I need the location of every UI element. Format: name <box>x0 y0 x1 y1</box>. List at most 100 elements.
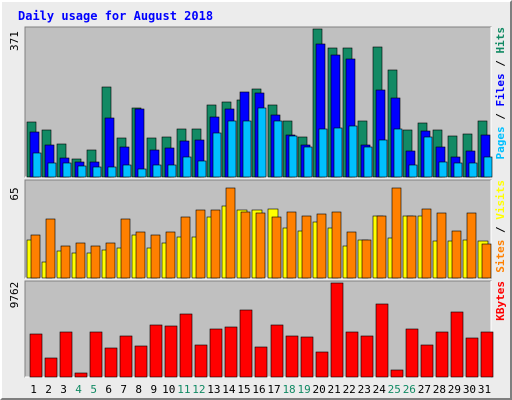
x-tick-label-5: 5 <box>90 383 97 396</box>
bar-sites-day-28 <box>436 212 447 279</box>
bar-pages-day-29 <box>453 162 463 178</box>
bar-pages-day-25 <box>393 128 403 178</box>
legend-sites: Sites <box>494 240 507 273</box>
legend-separator: / <box>494 107 507 127</box>
x-tick-label-18: 18 <box>282 383 295 396</box>
bar-sites-day-19 <box>301 215 312 279</box>
bar-sites-day-25 <box>391 187 402 279</box>
bar-sites-day-12 <box>195 209 206 279</box>
bar-sites-day-1 <box>30 234 41 279</box>
x-tick-label-30: 30 <box>463 383 476 396</box>
bar-pages-day-10 <box>167 164 177 178</box>
bar-pages-day-21 <box>333 127 343 178</box>
bar-sites-day-30 <box>466 212 477 279</box>
bar-kbytes-day-21 <box>330 282 344 378</box>
x-tick-label-29: 29 <box>448 383 461 396</box>
bar-kbytes-day-14 <box>224 326 238 378</box>
bar-kbytes-day-10 <box>164 325 178 378</box>
bar-sites-day-16 <box>255 212 266 279</box>
x-tick-label-25: 25 <box>388 383 401 396</box>
bar-sites-day-14 <box>225 187 236 279</box>
chart-title: Daily usage for August 2018 <box>18 9 213 23</box>
x-tick-label-7: 7 <box>120 383 127 396</box>
x-tick-label-11: 11 <box>177 383 190 396</box>
panel-top: 371 Pages / Files / Hits <box>8 26 507 178</box>
bar-kbytes-day-23 <box>360 335 374 378</box>
x-tick-label-28: 28 <box>433 383 446 396</box>
bar-pages-day-11 <box>182 156 192 178</box>
bar-pages-day-8 <box>137 168 147 178</box>
legend-separator: / <box>494 220 507 240</box>
bar-sites-day-26 <box>406 215 417 279</box>
bar-pages-day-15 <box>242 120 252 178</box>
x-tick-label-27: 27 <box>418 383 431 396</box>
legend-visits: Visits <box>494 180 507 220</box>
bar-sites-day-7 <box>120 218 131 279</box>
bar-kbytes-day-24 <box>375 303 389 378</box>
panel-top-legend: Pages / Files / Hits <box>494 27 507 160</box>
x-tick-label-23: 23 <box>358 383 371 396</box>
bar-kbytes-day-28 <box>435 331 449 378</box>
x-tick-label-20: 20 <box>313 383 326 396</box>
legend-hits: Hits <box>494 27 507 54</box>
x-tick-label-4: 4 <box>75 383 82 396</box>
x-tick-label-2: 2 <box>45 383 52 396</box>
bar-pages-day-12 <box>197 160 207 178</box>
panel-middle-legend: Sites / Visits <box>494 180 507 273</box>
bar-kbytes-day-6 <box>104 347 118 378</box>
bar-sites-day-18 <box>286 211 297 279</box>
bar-kbytes-day-1 <box>29 333 43 378</box>
bar-sites-day-2 <box>45 218 56 279</box>
bar-sites-day-11 <box>180 216 191 279</box>
x-tick-label-16: 16 <box>252 383 265 396</box>
panel-bottom-legend: KBytes <box>494 281 507 321</box>
bar-sites-day-4 <box>75 242 86 279</box>
bar-sites-day-10 <box>165 231 176 279</box>
bar-pages-day-24 <box>378 139 388 178</box>
legend-files: Files <box>494 73 507 106</box>
bar-pages-day-6 <box>107 166 117 178</box>
x-tick-label-19: 19 <box>297 383 310 396</box>
bar-pages-day-17 <box>273 120 283 178</box>
bar-pages-day-1 <box>32 152 42 178</box>
bar-sites-day-23 <box>361 239 372 279</box>
x-tick-label-17: 17 <box>267 383 280 396</box>
bar-kbytes-day-2 <box>44 357 58 378</box>
bar-pages-day-16 <box>257 107 267 178</box>
bar-kbytes-day-7 <box>119 335 133 378</box>
bar-sites-day-8 <box>135 231 146 279</box>
bar-pages-day-4 <box>77 165 87 178</box>
bar-sites-day-13 <box>210 209 221 279</box>
bar-sites-day-29 <box>451 230 462 279</box>
bar-kbytes-day-20 <box>315 351 329 378</box>
bar-pages-day-13 <box>212 132 222 178</box>
panel-middle-max-label: 65 <box>8 187 21 200</box>
bar-pages-day-14 <box>227 120 237 178</box>
x-tick-label-10: 10 <box>162 383 175 396</box>
legend-pages: Pages <box>494 126 507 159</box>
bar-kbytes-day-15 <box>239 309 253 378</box>
x-tick-label-24: 24 <box>373 383 387 396</box>
panel-top-max-label: 371 <box>8 31 21 51</box>
bar-kbytes-day-9 <box>149 324 163 378</box>
bar-kbytes-day-4 <box>74 372 88 378</box>
x-tick-label-9: 9 <box>150 383 157 396</box>
bar-kbytes-day-13 <box>209 328 223 378</box>
bar-pages-day-20 <box>318 128 328 178</box>
bar-sites-day-3 <box>60 245 71 279</box>
x-tick-label-15: 15 <box>237 383 250 396</box>
bar-kbytes-day-11 <box>179 313 193 378</box>
bar-kbytes-day-16 <box>254 346 268 378</box>
bar-pages-day-27 <box>423 136 433 178</box>
panel-bottom-max-label: 9762 <box>8 282 21 309</box>
bar-kbytes-day-26 <box>405 328 419 378</box>
bar-kbytes-day-31 <box>480 331 494 378</box>
bar-sites-day-17 <box>271 216 282 279</box>
x-tick-label-8: 8 <box>135 383 142 396</box>
bar-kbytes-day-18 <box>285 335 299 378</box>
bar-sites-day-27 <box>421 208 432 279</box>
bar-pages-day-7 <box>122 164 132 178</box>
bar-pages-day-26 <box>408 164 418 178</box>
bar-kbytes-day-27 <box>420 344 434 378</box>
